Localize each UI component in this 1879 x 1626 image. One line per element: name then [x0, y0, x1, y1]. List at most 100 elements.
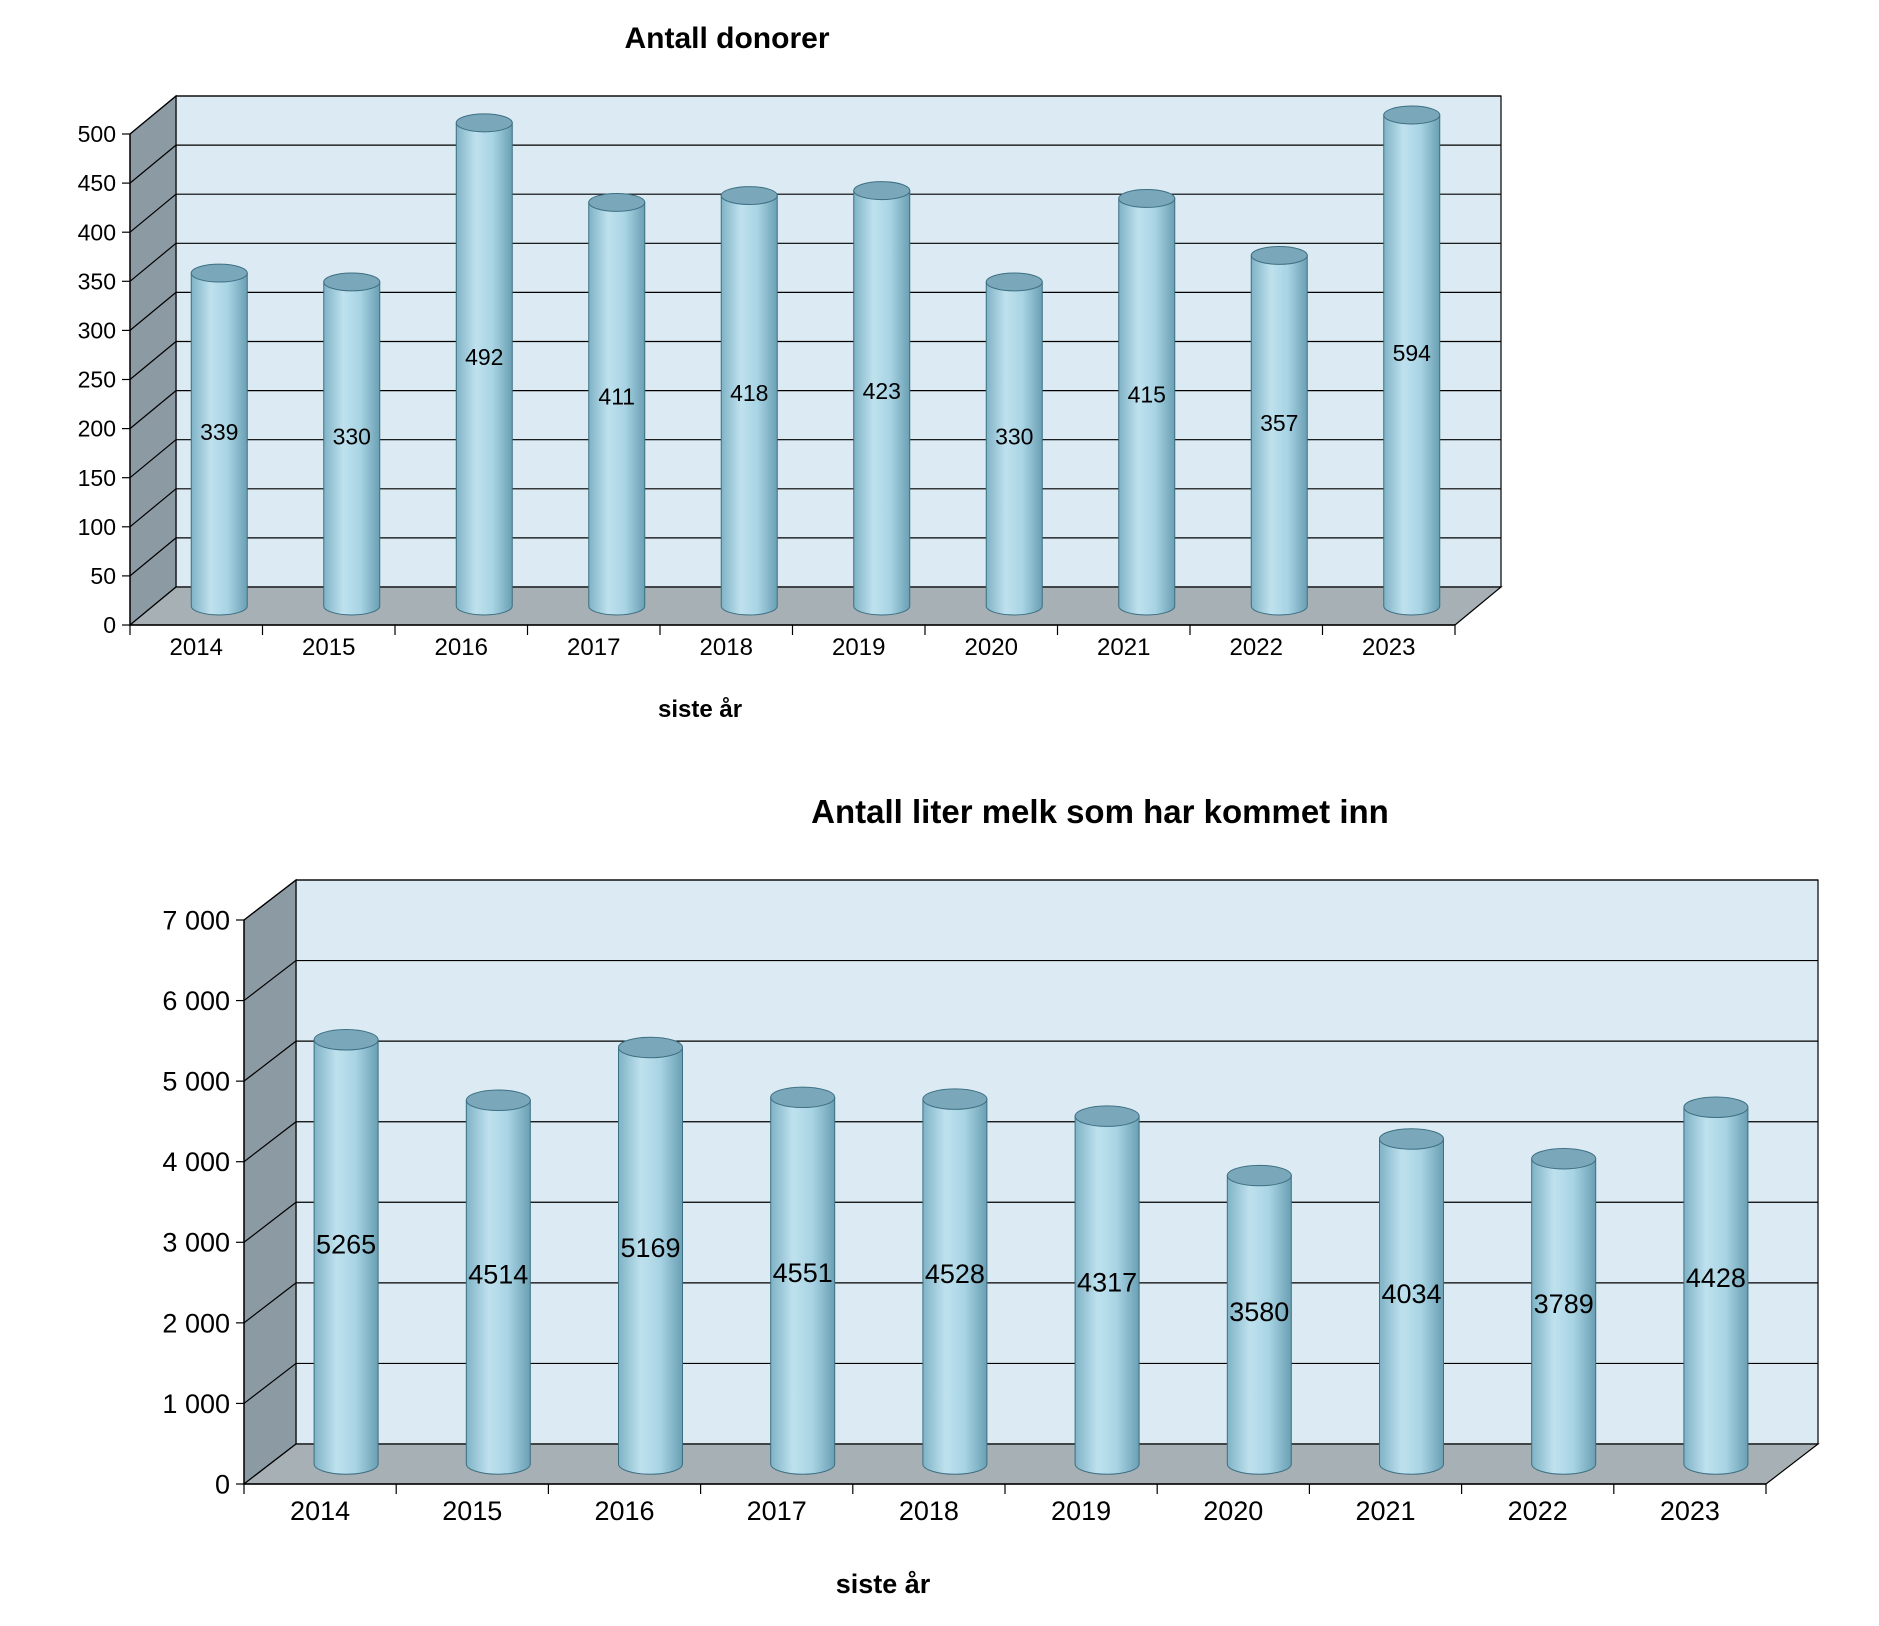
- x-tick-label: 2016: [435, 634, 488, 661]
- data-label: 594: [1393, 340, 1432, 366]
- bar-body: [190, 272, 248, 616]
- bar-top: [455, 113, 513, 133]
- bar-2022: [1250, 245, 1308, 616]
- bar-top: [985, 272, 1043, 292]
- bar-2019: [1074, 1105, 1140, 1475]
- data-label: 4514: [468, 1260, 528, 1290]
- bar-body: [1074, 1115, 1140, 1475]
- bar-body: [313, 1039, 379, 1475]
- bar-2020: [985, 272, 1043, 616]
- bar-top: [1383, 105, 1441, 125]
- bar-top: [313, 1029, 379, 1051]
- data-label: 4428: [1686, 1263, 1746, 1293]
- y-tick-label: 350: [78, 268, 116, 294]
- data-label: 4034: [1381, 1279, 1441, 1309]
- bar-top: [770, 1086, 836, 1109]
- bar-top: [1074, 1105, 1140, 1127]
- donors-chart: Antall donorer 0 50 100 150 200 250 300 350 400 45…: [78, 22, 1503, 723]
- data-label: 418: [730, 380, 768, 406]
- bar-top: [1118, 189, 1176, 208]
- y-tick-label: 1 000: [162, 1389, 230, 1419]
- bar-2016: [618, 1036, 683, 1475]
- bar-body: [1118, 197, 1176, 616]
- gridline-side: [243, 1362, 297, 1404]
- bar-body: [1250, 254, 1308, 616]
- x-tick-label: 2018: [700, 634, 753, 661]
- bar-body: [853, 190, 911, 616]
- y-tick-label: 300: [78, 317, 116, 343]
- bar-body: [720, 195, 778, 616]
- gridline-side: [129, 95, 177, 135]
- y-tick-label: 50: [90, 563, 116, 589]
- y-tick-label: 150: [78, 465, 116, 491]
- y-tick-label: 5 000: [162, 1067, 230, 1097]
- gridline-side: [129, 193, 177, 233]
- gridline-side: [129, 488, 177, 528]
- bar-body: [1379, 1138, 1444, 1475]
- gridline-side: [243, 960, 297, 1002]
- bar-2023: [1383, 105, 1441, 616]
- data-label: 4317: [1077, 1268, 1137, 1298]
- bar-top: [588, 192, 646, 212]
- y-tick-label: 6 000: [162, 986, 230, 1016]
- gridline-side: [129, 144, 177, 184]
- bar-top: [922, 1088, 988, 1110]
- gridline-side: [129, 439, 177, 479]
- gridline-side: [243, 1121, 297, 1163]
- y-tick-label: 0: [215, 1469, 230, 1499]
- data-label: 339: [200, 419, 238, 445]
- bar-top: [1226, 1164, 1292, 1187]
- chart-title: Antall donorer: [624, 22, 829, 55]
- x-tick-label: 2019: [1051, 1496, 1111, 1526]
- bar-body: [465, 1099, 531, 1475]
- bar-body: [455, 122, 513, 616]
- gridline-side: [243, 1282, 297, 1324]
- bar-2022: [1531, 1147, 1597, 1475]
- bar-top: [465, 1089, 531, 1112]
- y-tick-label: 3 000: [162, 1228, 230, 1258]
- gridline-side: [129, 390, 177, 430]
- bar-body: [922, 1098, 988, 1475]
- side-wall: [243, 878, 297, 1486]
- bar-body: [770, 1096, 836, 1475]
- data-label: 3789: [1534, 1289, 1594, 1319]
- data-label: 4551: [773, 1258, 833, 1288]
- y-tick-label: 2 000: [162, 1308, 230, 1338]
- data-label: 357: [1260, 410, 1298, 436]
- y-tick-label: 7 000: [162, 905, 230, 935]
- bar-2017: [588, 192, 646, 616]
- gridline-side: [129, 291, 177, 331]
- x-tick-label: 2014: [290, 1496, 350, 1526]
- bar-2018: [922, 1088, 988, 1475]
- data-label: 5265: [316, 1229, 376, 1259]
- bar-2021: [1118, 189, 1176, 616]
- gridline-side: [129, 341, 177, 380]
- x-axis-label: siste år: [836, 1569, 931, 1599]
- y-tick-label: 4 000: [162, 1147, 230, 1177]
- milk-liters-chart: Antall liter melk som har kommet inn 0 1 0…: [162, 793, 1820, 1599]
- bar-top: [618, 1036, 683, 1059]
- y-tick-label: 0: [103, 612, 116, 638]
- y-tick-label: 500: [78, 121, 116, 147]
- bar-2023: [1683, 1096, 1749, 1475]
- data-label: 330: [995, 423, 1033, 449]
- gridline-side: [243, 1201, 297, 1243]
- bar-2017: [770, 1086, 836, 1475]
- bar-body: [1531, 1158, 1597, 1475]
- x-tick-label: 2020: [965, 634, 1018, 661]
- y-tick-label: 100: [78, 514, 116, 540]
- bar-body: [1383, 114, 1441, 616]
- x-tick-label: 2017: [567, 634, 620, 661]
- y-tick-label: 250: [78, 367, 116, 393]
- x-tick-label: 2023: [1660, 1496, 1720, 1526]
- bar-top: [1683, 1096, 1749, 1118]
- x-tick-label: 2022: [1230, 634, 1283, 661]
- bar-body: [985, 281, 1043, 616]
- y-tick-label: 450: [78, 170, 116, 196]
- data-label: 411: [598, 384, 635, 410]
- bar-top: [853, 181, 911, 201]
- bar-top: [190, 263, 248, 283]
- data-label: 415: [1128, 382, 1166, 408]
- x-tick-label: 2015: [302, 634, 355, 661]
